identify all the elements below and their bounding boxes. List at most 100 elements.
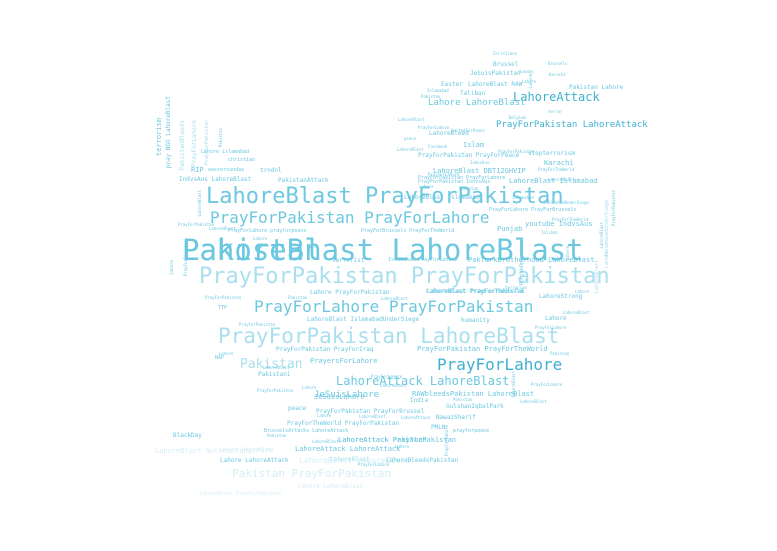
cloud-word: LahoreBlast Islamabad <box>509 177 598 185</box>
cloud-word: LahoreBlast <box>398 117 425 122</box>
cloud-word: GulshanIqbalPark <box>446 403 504 410</box>
cloud-word: LahoreBlast <box>381 296 408 301</box>
cloud-word: RAWbleedsPakistan LahoreBlast <box>412 390 535 398</box>
cloud-word: NAP <box>215 355 225 361</box>
cloud-word: Karachi <box>544 159 574 167</box>
cloud-word: Belgium <box>509 115 526 120</box>
cloud-word: christian <box>228 157 256 163</box>
cloud-word: PrayForTheWorld PrayForPakistan <box>287 420 399 427</box>
cloud-word: PrayForTheWorld <box>538 167 575 172</box>
cloud-word: PakTurkBrotherhood LahoreBlast <box>468 256 595 264</box>
cloud-word: BlackDay <box>173 432 202 439</box>
cloud-word: PrayForLahore <box>428 172 460 177</box>
cloud-word: PunjabOperation <box>519 240 525 286</box>
cloud-word: pray NGO LahoreBlast <box>165 96 172 169</box>
cloud-word: PrayForPakistan PrayForLahore <box>418 175 506 181</box>
cloud-word: PrayForTheWorld <box>552 217 589 222</box>
cloud-word: Lahore LahoreBlast <box>298 483 364 490</box>
cloud-word: Sunday <box>519 69 534 74</box>
cloud-word: PrayForPakistan LahoreBlast <box>218 324 560 348</box>
cloud-word: Lahore <box>575 289 590 294</box>
cloud-word: Lahore islamabad <box>201 149 250 155</box>
cloud-word: LahoreBlast PrayForPakistan <box>206 184 564 209</box>
cloud-word: peace <box>288 405 307 412</box>
cloud-word: LahoreBlast <box>209 226 236 231</box>
cloud-word: PrayForLahore <box>531 382 563 387</box>
cloud-word: PrayForLahore <box>444 425 449 457</box>
cloud-word: Lahore PrayForPakistan <box>310 289 390 296</box>
cloud-word: LahoreBlast DBT12GHVIP <box>433 167 526 175</box>
cloud-word: Pakistan <box>288 295 308 300</box>
cloud-word: TTP <box>218 305 228 311</box>
cloud-word: PrayForPakistan PrayForIraq <box>276 346 374 353</box>
cloud-word: Pakistan <box>182 233 322 267</box>
cloud-word: peace <box>404 136 417 141</box>
cloud-word: LahoreBlast <box>380 383 407 388</box>
cloud-word: Pakistan <box>218 128 223 148</box>
cloud-word: LahoreBlast <box>594 260 600 294</box>
cloud-word: Islamabad <box>427 88 449 93</box>
cloud-word: PrayForLahore <box>371 374 403 379</box>
cloud-word: humanity <box>461 317 490 324</box>
cloud-word: PrayForLahore <box>418 125 450 130</box>
cloud-word: JeSuisPakistan <box>470 70 521 77</box>
cloud-word: Christians <box>493 51 518 56</box>
cloud-word: Lahore <box>565 246 570 261</box>
cloud-word: LahoreAttack PrayForPakistan <box>338 436 457 444</box>
cloud-word: LahoreBlast LahoreBlast <box>299 456 410 465</box>
cloud-word: PrayForLahore <box>358 462 390 467</box>
cloud-word: youtube IndvsAus <box>525 220 593 228</box>
cloud-word: Pakistan Lahore <box>569 84 624 91</box>
cloud-word: Lahore <box>219 351 234 356</box>
cloud-word: PrayForLahore <box>191 120 198 167</box>
cloud-word: LahoreBlast PrayForTheWorld <box>426 288 524 295</box>
cloud-word: Lahore <box>604 250 610 269</box>
cloud-word: PrayersForLahore <box>310 357 378 365</box>
cloud-word: LahoreBlast RAW <box>468 81 523 88</box>
cloud-word: Brussel <box>493 61 519 68</box>
cloud-word: PrayForPakistan <box>498 149 535 154</box>
cloud-word: LahoreBlast <box>397 147 424 152</box>
cloud-word: LahoreBlast <box>548 177 575 182</box>
cloud-word: LahoreBlast <box>511 371 516 398</box>
cloud-word: Pakistan <box>240 357 303 372</box>
cloud-word: PrayForPakistan <box>257 388 294 393</box>
cloud-word: PrayForLahore <box>535 325 567 330</box>
cloud-word: LahoreBlast <box>563 310 590 315</box>
cloud-word: terror <box>548 109 563 114</box>
cloud-word: trndnl <box>260 167 282 174</box>
cloud-word: Islamabad <box>512 195 534 200</box>
cloud-word: LahoreBleed <box>429 130 469 137</box>
cloud-word: Lahore LahoreBlast <box>428 98 526 108</box>
cloud-word: Pakistan <box>550 351 570 356</box>
cloud-word: PrayForPakistan PrayForBrussel <box>316 408 425 415</box>
cloud-word: Lahore <box>395 444 410 449</box>
cloud-word: PrayForPakistan PrayForPakistan <box>199 264 610 289</box>
cloud-word: Karachi <box>549 72 566 77</box>
cloud-word: Lahore <box>169 260 174 275</box>
cloud-word: LahoreAttack <box>513 90 600 104</box>
cloud-word: Easter <box>441 81 463 88</box>
cloud-word: PrayForPakistan IndvsAus <box>418 179 491 185</box>
cloud-word: Islam <box>463 141 485 149</box>
cloud-word: PrayForPakistan <box>178 222 215 227</box>
cloud-word: NawazSharif <box>436 414 476 421</box>
cloud-word: LahoreBleedsPakistan <box>386 457 459 464</box>
cloud-word: PakistanAttack <box>278 177 329 184</box>
cloud-word: LahoreAttack <box>401 415 430 420</box>
cloud-word: PrayForLahore PrayForPakistan <box>254 297 534 316</box>
cloud-word: LahoreAttack LahoreBlast <box>336 374 510 388</box>
cloud-word: eastersunday <box>208 167 245 173</box>
cloud-word: LahoreBlast <box>599 222 604 249</box>
cloud-word: PrayForPakistan <box>611 190 616 227</box>
cloud-word: PMLN <box>431 424 446 431</box>
cloud-word: RIP <box>191 166 204 174</box>
cloud-word: Lahore <box>253 236 268 241</box>
cloud-word: Pakistan <box>453 397 473 402</box>
cloud-word: PrayForPakistan <box>239 322 276 327</box>
cloud-word: Taliban <box>460 90 486 97</box>
cloud-word: Facebook <box>428 144 448 149</box>
cloud-word: LahoreBlast <box>359 414 386 419</box>
cloud-word: IndvsAus LahoreBlast <box>179 176 252 183</box>
